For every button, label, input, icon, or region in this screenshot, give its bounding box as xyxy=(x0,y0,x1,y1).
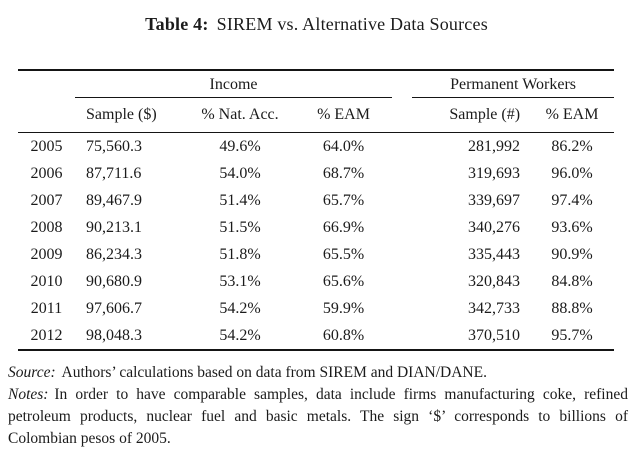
column-header-income-pct-eam: % EAM xyxy=(295,98,393,133)
cell-income-pct-nat-acc: 53.1% xyxy=(219,272,261,290)
cell-income-pct-nat-acc: 49.6% xyxy=(219,137,261,155)
cell-year: 2012 xyxy=(30,326,63,344)
cell-income-pct-eam: 65.5% xyxy=(322,245,365,263)
column-header-row: Sample ($) % Nat. Acc. % EAM Sample (#) … xyxy=(18,98,615,133)
cell-year: 2011 xyxy=(30,299,63,317)
cell-workers-pct-eam: 84.8% xyxy=(551,272,593,290)
cell-workers-pct-eam: 96.0% xyxy=(551,164,593,182)
table-row: 2010 90,680.9 53.1% 65.6% 320,843 84.8% xyxy=(18,268,614,295)
cell-income-sample: 89,467.9 xyxy=(86,191,142,209)
cell-workers-sample: 370,510 xyxy=(468,326,521,344)
cell-income-sample: 90,680.9 xyxy=(86,272,142,290)
table-row: 2011 97,606.7 54.2% 59.9% 342,733 88.8% xyxy=(18,295,614,322)
notes-label: Notes: xyxy=(8,386,49,403)
cell-income-sample: 97,606.7 xyxy=(86,299,142,317)
cell-income-pct-nat-acc: 51.5% xyxy=(219,218,261,236)
cell-year: 2010 xyxy=(30,272,63,290)
cell-income-sample: 75,560.3 xyxy=(86,137,142,155)
column-header-workers-pct-eam: % EAM xyxy=(530,98,615,133)
table-row: 2008 90,213.1 51.5% 66.9% 340,276 93.6% xyxy=(18,214,614,241)
cell-income-pct-eam: 68.7% xyxy=(322,164,365,182)
column-header-income-pct-nat-acc: % Nat. Acc. xyxy=(185,98,295,133)
cell-workers-pct-eam: 86.2% xyxy=(551,137,593,155)
table-body: 2005 75,560.3 49.6% 64.0% 281,992 86.2% 2006 87… xyxy=(18,133,614,351)
cell-workers-sample: 335,443 xyxy=(468,245,521,263)
data-table: Income Permanent Workers Sample ($) % Na… xyxy=(18,69,615,351)
cell-income-pct-eam: 65.7% xyxy=(322,191,365,209)
cell-year: 2007 xyxy=(30,191,63,209)
column-header-workers-sample: Sample (#) xyxy=(392,98,531,133)
cell-workers-pct-eam: 93.6% xyxy=(551,218,593,236)
source-text: Authors’ calculations based on data from… xyxy=(61,364,487,381)
group-header-row: Income Permanent Workers xyxy=(18,70,615,98)
group-header-permanent-workers: Permanent Workers xyxy=(392,70,615,98)
cell-year: 2008 xyxy=(30,218,63,236)
cell-income-pct-eam: 59.9% xyxy=(322,299,365,317)
column-header-income-sample: Sample ($) xyxy=(75,98,185,133)
cell-income-pct-nat-acc: 51.4% xyxy=(219,191,261,209)
group-spacer-cell xyxy=(18,70,75,98)
cell-income-pct-eam: 60.8% xyxy=(322,326,365,344)
group-header-income-label: Income xyxy=(75,76,393,98)
cell-income-sample: 98,048.3 xyxy=(86,326,142,344)
table-row: 2007 89,467.9 51.4% 65.7% 339,697 97.4% xyxy=(18,187,614,214)
cell-workers-pct-eam: 90.9% xyxy=(551,245,593,263)
cell-income-pct-nat-acc: 51.8% xyxy=(219,245,261,263)
cell-income-sample: 86,234.3 xyxy=(86,245,142,263)
group-header-income: Income xyxy=(75,70,393,98)
column-header-year xyxy=(18,98,75,133)
cell-year: 2006 xyxy=(30,164,63,182)
cell-workers-sample: 320,843 xyxy=(468,272,521,290)
table-footer: Source: Authors’ calculations based on da… xyxy=(8,362,628,450)
cell-income-pct-nat-acc: 54.0% xyxy=(219,164,261,182)
cell-workers-pct-eam: 88.8% xyxy=(551,299,593,317)
cell-workers-pct-eam: 97.4% xyxy=(551,191,593,209)
cell-workers-sample: 342,733 xyxy=(468,299,521,317)
table-title: Table 4: SIREM vs. Alternative Data Sourc… xyxy=(0,11,633,37)
cell-income-pct-nat-acc: 54.2% xyxy=(219,299,261,317)
table-row: 2012 98,048.3 54.2% 60.8% 370,510 95.7% xyxy=(18,322,614,350)
table-row: 2006 87,711.6 54.0% 68.7% 319,693 96.0% xyxy=(18,160,614,187)
notes-note: Notes: In order to have comparable sample… xyxy=(8,384,628,450)
source-note: Source: Authors’ calculations based on da… xyxy=(8,362,628,384)
cell-income-pct-nat-acc: 54.2% xyxy=(219,326,261,344)
notes-text: In order to have comparable samples, dat… xyxy=(8,386,628,447)
source-label: Source: xyxy=(8,364,56,381)
cell-workers-sample: 281,992 xyxy=(468,137,521,155)
table-row: 2009 86,234.3 51.8% 65.5% 335,443 90.9% xyxy=(18,241,614,268)
cell-income-pct-eam: 64.0% xyxy=(322,137,365,155)
cell-income-sample: 90,213.1 xyxy=(86,218,142,236)
group-header-permanent-workers-label: Permanent Workers xyxy=(412,76,615,98)
cell-workers-sample: 319,693 xyxy=(468,164,521,182)
cell-income-sample: 87,711.6 xyxy=(86,164,142,182)
cell-income-pct-eam: 65.6% xyxy=(322,272,365,290)
cell-year: 2009 xyxy=(30,245,63,263)
cell-year: 2005 xyxy=(30,137,63,155)
table-title-label: Table 4: xyxy=(145,14,209,34)
cell-workers-pct-eam: 95.7% xyxy=(551,326,593,344)
cell-workers-sample: 339,697 xyxy=(468,191,521,209)
cell-income-pct-eam: 66.9% xyxy=(322,218,365,236)
cell-workers-sample: 340,276 xyxy=(468,218,521,236)
table-row: 2005 75,560.3 49.6% 64.0% 281,992 86.2% xyxy=(18,133,614,161)
table-title-text: SIREM vs. Alternative Data Sources xyxy=(216,14,488,34)
